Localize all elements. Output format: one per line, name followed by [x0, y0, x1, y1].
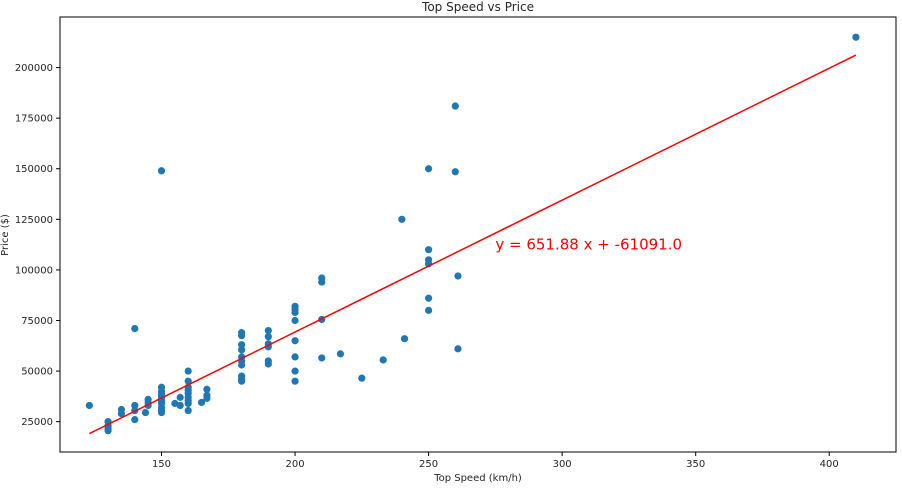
data-point: [318, 354, 326, 362]
data-points: [85, 33, 860, 435]
data-point: [264, 333, 272, 341]
data-point: [291, 316, 299, 325]
data-point: [238, 332, 246, 340]
data-point: [336, 350, 345, 358]
data-point: [203, 394, 211, 402]
data-point: [176, 401, 184, 410]
data-point: [400, 335, 409, 343]
data-point: [454, 272, 462, 280]
data-point: [141, 408, 150, 417]
data-point: [264, 360, 272, 368]
data-point: [238, 341, 246, 349]
regression-line: [89, 54, 857, 435]
data-point: [104, 427, 112, 435]
y-axis-label: Price ($): [0, 214, 11, 256]
data-point: [264, 327, 272, 335]
y-tick-label: 200000: [15, 63, 53, 74]
data-point: [379, 356, 387, 364]
data-point: [238, 346, 246, 354]
data-point: [131, 401, 139, 410]
data-point: [291, 377, 299, 385]
x-tick-label: 350: [686, 459, 705, 470]
data-point: [85, 401, 93, 410]
data-point: [398, 215, 406, 223]
data-point: [852, 33, 860, 41]
y-tick-label: 125000: [15, 215, 53, 226]
data-point: [157, 408, 166, 417]
data-point: [424, 294, 433, 302]
y-tick-label: 175000: [15, 114, 53, 125]
y-tick-label: 25000: [21, 417, 53, 428]
data-point: [184, 367, 192, 375]
data-point: [424, 246, 433, 254]
data-point: [291, 367, 299, 375]
y-tick-label: 100000: [15, 265, 53, 276]
data-point: [238, 361, 246, 369]
data-point: [184, 377, 192, 385]
x-axis-label: Top Speed (km/h): [433, 473, 522, 484]
data-point: [184, 406, 192, 415]
x-tick-label: 400: [820, 459, 839, 470]
y-tick-label: 75000: [21, 316, 53, 327]
y-axis-ticks: 25000 50000 75000 100000 125000 150000 175000 2…: [15, 63, 60, 428]
data-point: [451, 102, 459, 110]
data-point: [197, 398, 206, 407]
data-point: [291, 308, 299, 316]
data-point: [131, 416, 139, 424]
data-point: [131, 324, 139, 333]
data-point: [291, 337, 299, 345]
y-tick-label: 150000: [15, 164, 53, 175]
data-point: [291, 353, 299, 361]
plot-frame: [59, 16, 897, 453]
data-point: [451, 168, 459, 176]
data-point: [424, 306, 433, 314]
chart-title: Top Speed vs Price: [421, 0, 534, 14]
data-point: [358, 374, 366, 382]
x-tick-label: 250: [419, 459, 438, 470]
data-point: [176, 393, 184, 401]
data-point: [117, 409, 126, 418]
data-point: [318, 278, 326, 286]
data-point: [424, 165, 433, 173]
data-point: [454, 345, 462, 353]
y-tick-label: 50000: [21, 367, 53, 378]
x-tick-label: 200: [285, 459, 304, 470]
x-tick-label: 150: [152, 459, 171, 470]
data-point: [203, 385, 211, 393]
data-point: [238, 377, 246, 385]
x-axis-ticks: 150 200 250 300 350 400: [152, 452, 839, 470]
data-point: [157, 167, 166, 175]
data-point: [184, 399, 192, 408]
regression-equation: y = 651.88 x + -61091.0: [495, 236, 682, 254]
x-tick-label: 300: [553, 459, 572, 470]
